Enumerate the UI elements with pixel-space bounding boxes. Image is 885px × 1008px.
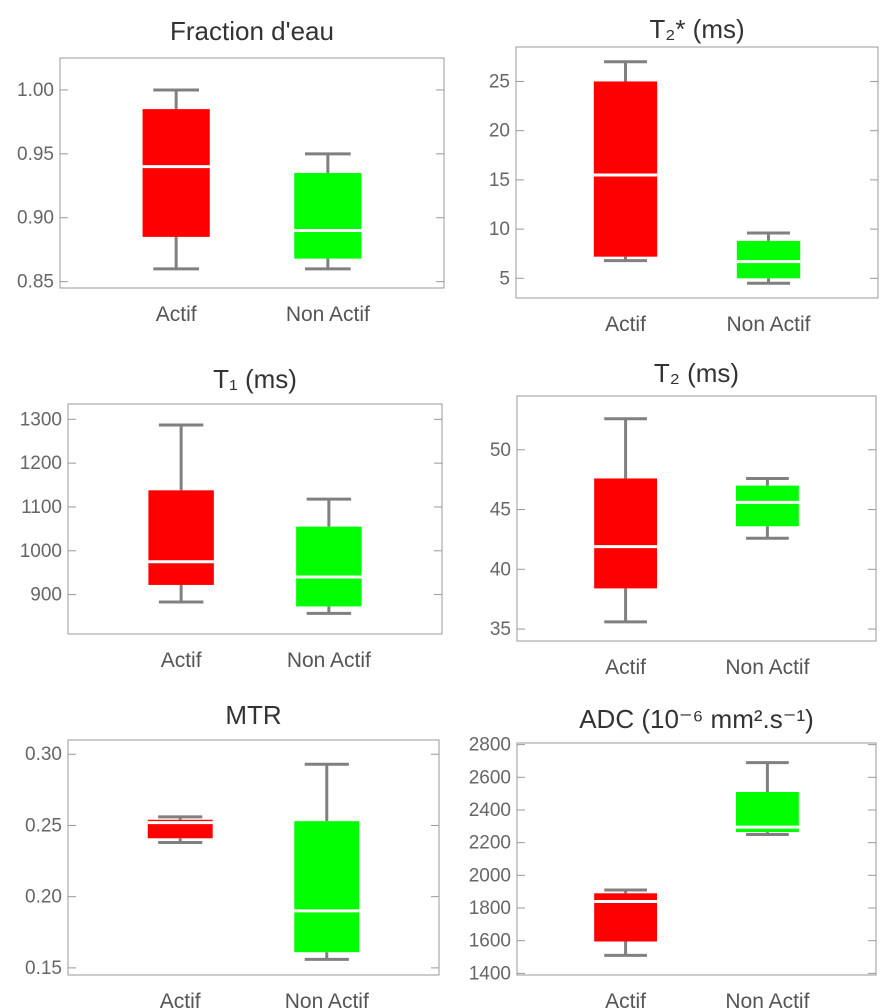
iqr-box [736,240,801,279]
y-tick-label: 0.30 [25,744,62,765]
chart-title: T₂* (ms) [649,14,744,44]
category-label-non-actif: Non Actif [725,990,809,1008]
panel-3: T₁ (ms) 900 1000 1100 1200 1300 Actif Non Actif [20,364,443,672]
y-tick-label: 1000 [20,541,62,562]
iqr-box [142,109,210,237]
box-non-actif [735,476,799,540]
panel-1: Fraction d'eau 0.85 0.90 0.95 1.00 Actif Non A… [17,16,445,326]
iqr-box [147,819,213,839]
box-non-actif [294,152,362,271]
category-label-actif: Actif [605,656,646,679]
y-tick-label: 25 [489,71,510,92]
category-label-non-actif: Non Actif [725,656,809,679]
y-tick-label: 1400 [469,963,511,984]
box-actif [593,60,658,263]
y-tick-label: 0.95 [17,144,54,165]
chart-title: Fraction d'eau [170,16,334,46]
plot-frame [59,57,445,289]
category-label-actif: Actif [161,649,202,672]
iqr-box [296,526,362,607]
box-non-actif [294,762,360,961]
y-tick-label: 35 [490,619,511,640]
y-tick-label: 1800 [469,898,511,919]
category-label-actif: Actif [605,990,646,1008]
y-tick-label: 900 [30,585,62,606]
plot-frame [516,742,877,976]
chart-title: MTR [225,700,281,730]
y-tick-label: 2400 [469,800,511,821]
category-label-non-actif: Non Actif [285,990,369,1008]
iqr-box [148,490,214,585]
y-tick-label: 0.85 [17,272,54,293]
box-actif [594,417,658,624]
category-label-actif: Actif [605,313,646,336]
y-tick-label: 45 [490,500,511,521]
panel-5: MTR 0.15 0.20 0.25 0.30 Actif Non Actif [25,700,440,1008]
y-tick-label: 5 [499,268,510,289]
y-tick-label: 2000 [469,865,511,886]
category-label-actif: Actif [160,990,201,1008]
y-tick-label: 1300 [20,409,62,430]
y-tick-label: 2200 [469,833,511,854]
y-tick-label: 0.90 [17,208,54,229]
box-actif [594,888,658,957]
box-non-actif [296,497,362,615]
plot-frame [67,403,443,635]
y-tick-label: 0.20 [25,887,62,908]
y-tick-label: 1100 [21,497,62,518]
category-label-non-actif: Non Actif [726,313,810,336]
panel-4: T₂ (ms) 35 40 45 50 Actif Non Actif [490,358,877,679]
y-tick-label: 20 [489,121,510,142]
y-tick-label: 0.15 [25,958,62,979]
category-label-non-actif: Non Actif [287,649,371,672]
y-tick-label: 50 [490,440,511,461]
panel-6: ADC (10⁻⁶ mm².s⁻¹) 1400 1600 1800 2000 2200 24… [469,704,877,1008]
box-actif [147,815,213,845]
y-tick-label: 1600 [469,931,511,952]
plot-frame [515,46,879,299]
y-tick-label: 10 [489,219,510,240]
box-non-actif [736,231,801,285]
iqr-box [594,478,658,589]
y-tick-label: 15 [489,170,510,191]
box-actif [142,88,210,271]
y-tick-label: 40 [490,559,511,580]
plot-frame [67,739,440,976]
iqr-box [593,81,658,257]
y-tick-label: 1200 [20,453,62,474]
y-tick-label: 2800 [469,735,511,756]
box-non-actif [735,761,799,836]
y-tick-label: 2600 [469,767,511,788]
category-label-actif: Actif [156,303,197,326]
iqr-box [294,173,362,259]
chart-title: T₂ (ms) [654,358,739,388]
chart-title: ADC (10⁻⁶ mm².s⁻¹) [579,704,814,734]
iqr-box [294,821,360,953]
box-actif [148,423,214,604]
chart-title: T₁ (ms) [213,364,297,394]
category-label-non-actif: Non Actif [286,303,370,326]
iqr-box [735,485,799,527]
y-tick-label: 1.00 [17,80,54,101]
y-tick-label: 0.25 [25,815,62,836]
panel-2: T₂* (ms) 5 10 15 20 25 Actif Non Actif [489,14,879,336]
iqr-box [735,792,799,833]
plot-frame [516,395,877,642]
